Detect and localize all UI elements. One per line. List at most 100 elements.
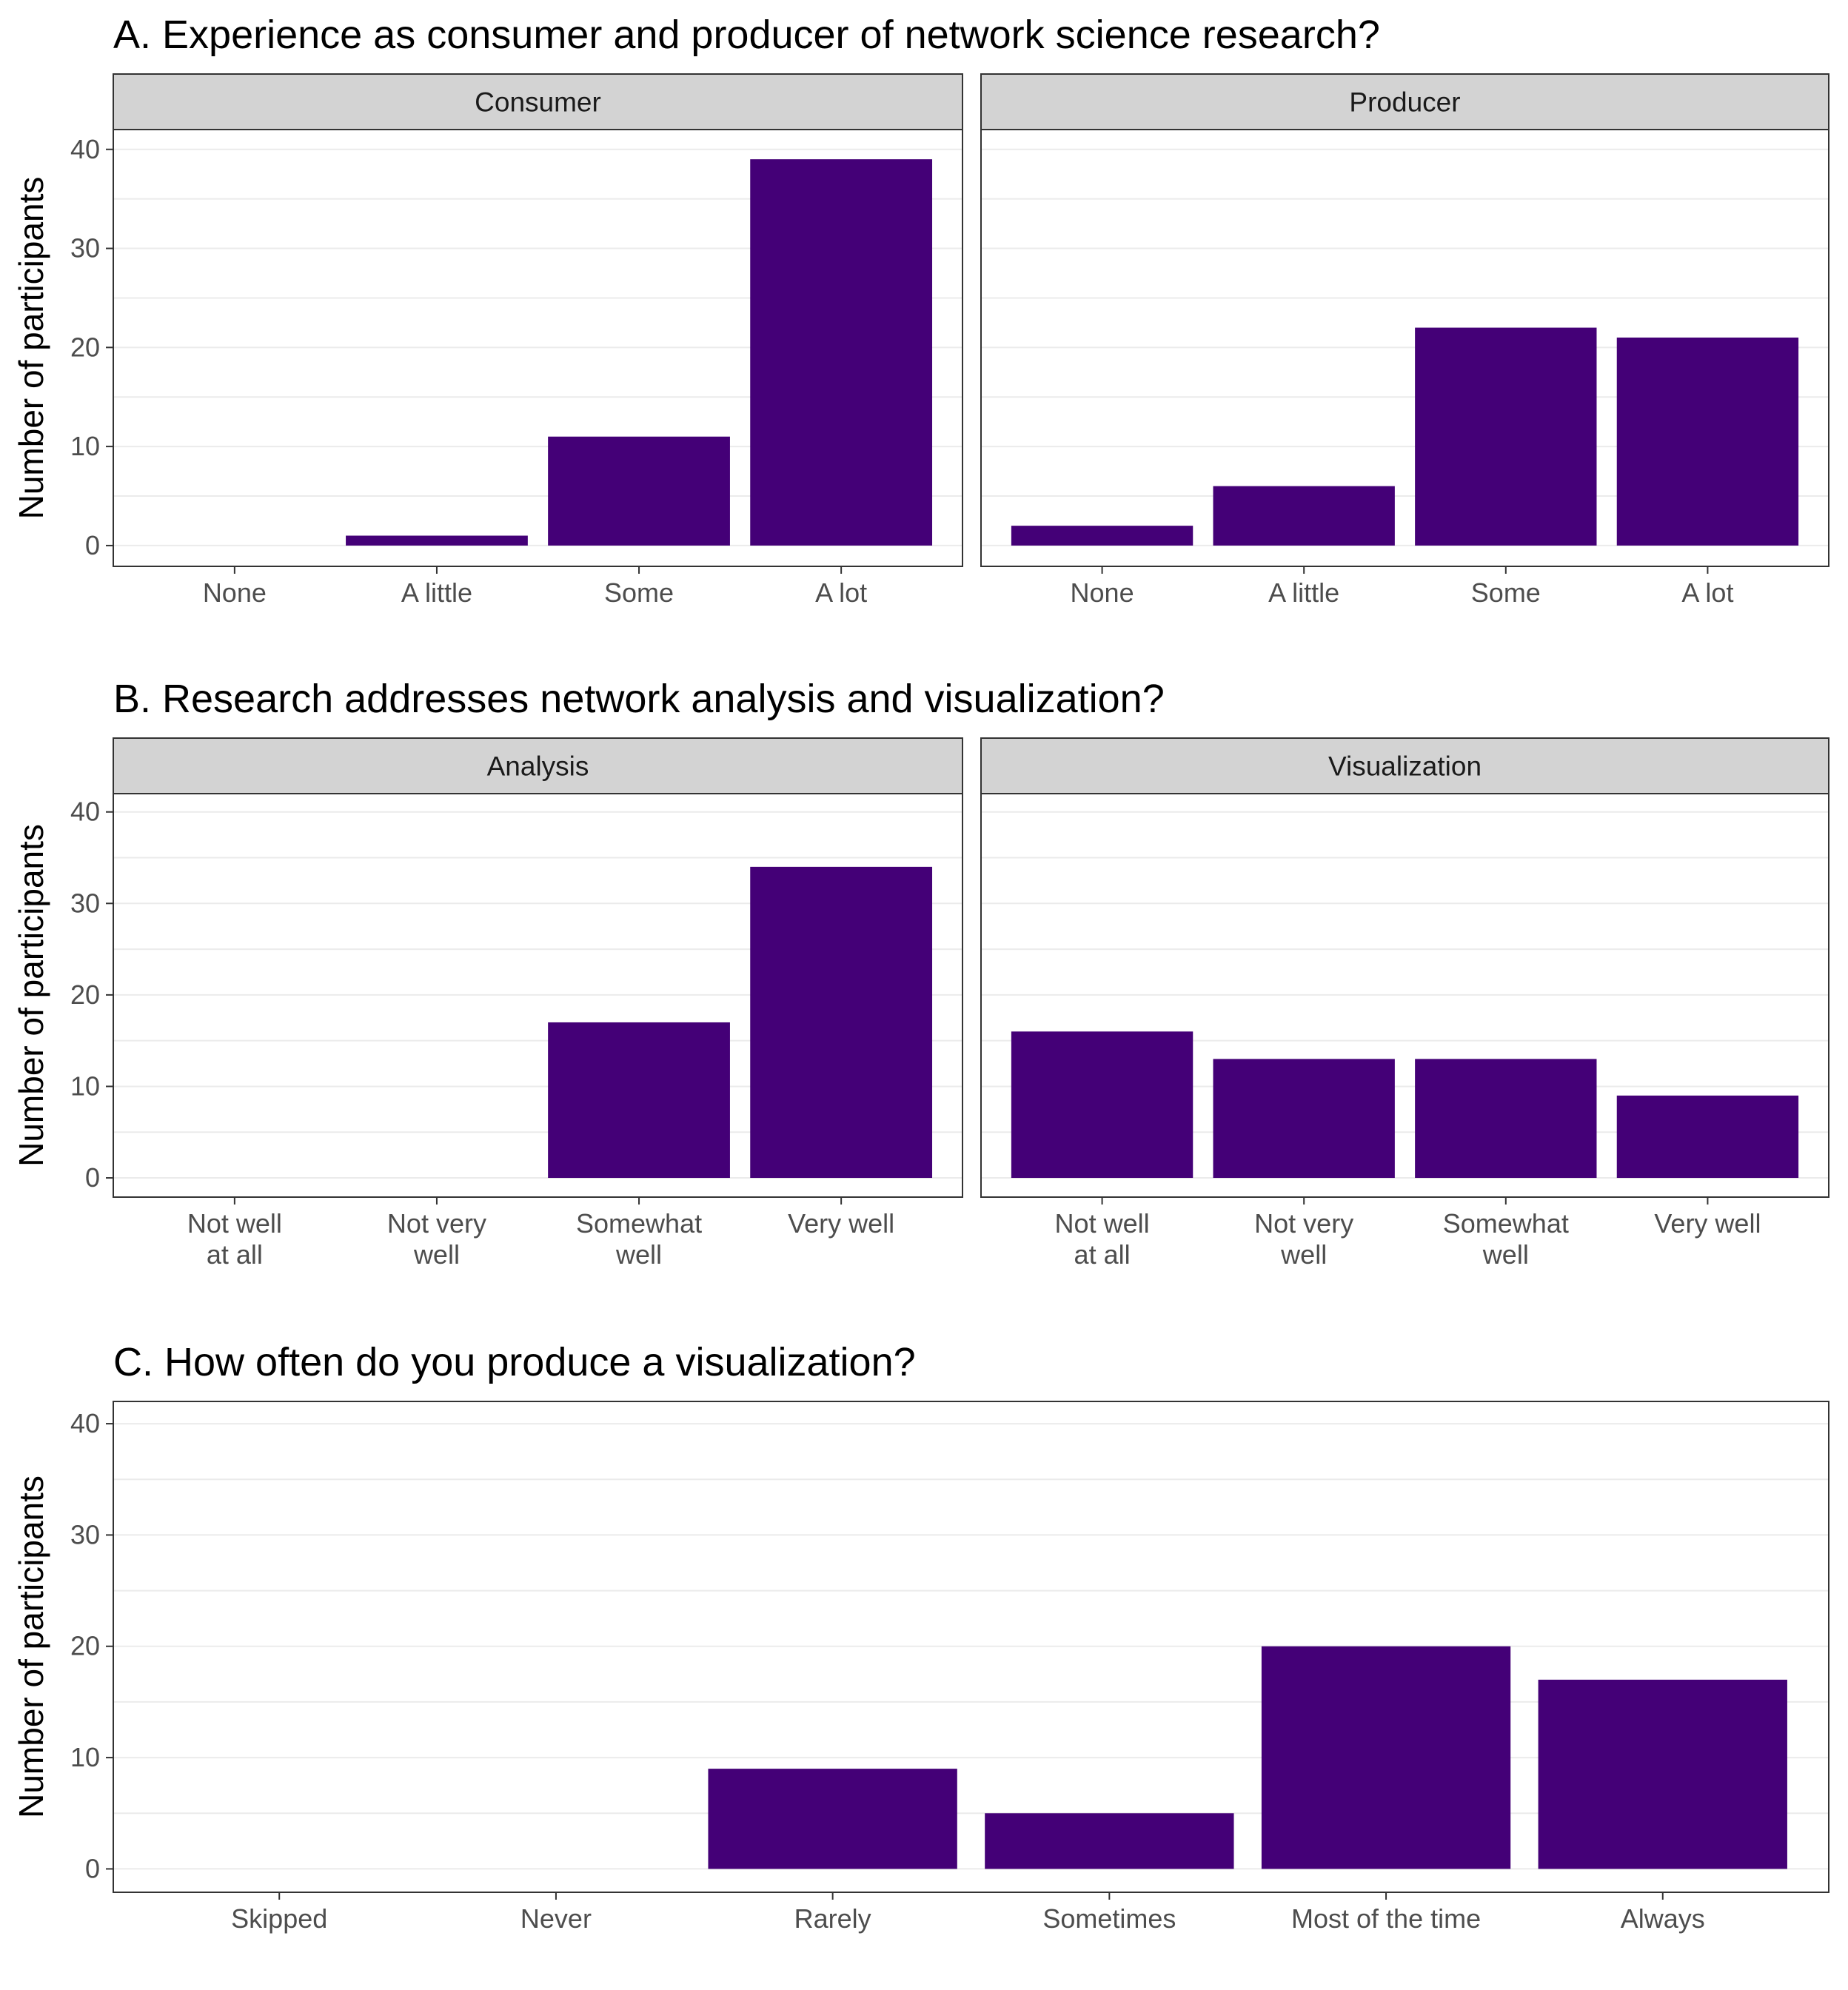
facet-panel-producer: Producer None A little Some A lot (980, 73, 1829, 608)
y-tick-label: 30 (70, 1519, 100, 1550)
bar-a-lot (1616, 337, 1799, 546)
x-tick-label: A little (1268, 577, 1339, 608)
y-axis-label: Number of participants (12, 824, 50, 1167)
x-tick-label: Some (1471, 577, 1541, 608)
x-tick-label-line: Never (520, 1903, 592, 1934)
bar-somewhat-well (1415, 1059, 1597, 1179)
bar-very-well (1616, 1095, 1799, 1179)
x-tick-label-line: Very well (1654, 1208, 1761, 1239)
y-axis-label: Number of participants (12, 1475, 50, 1818)
bar-not-well-at-all (1011, 1031, 1194, 1179)
x-tick-label-line: Somewhat (576, 1208, 702, 1239)
x-tick-label-line: Not very (1254, 1208, 1353, 1239)
x-tick-label: Sometimes (1042, 1903, 1176, 1934)
x-tick-label-line: Somewhat (1443, 1208, 1569, 1239)
chart-title: B. Research addresses network analysis a… (113, 677, 1165, 721)
x-tick-label: Not very well (387, 1208, 486, 1270)
y-tick-label: 40 (70, 1408, 100, 1438)
x-tick-label: Skipped (231, 1903, 327, 1934)
panel-border (980, 129, 1829, 567)
bar-most-of-the-time (1261, 1646, 1511, 1869)
y-tick-label: 20 (70, 1631, 100, 1661)
x-tick-label: Somewhat well (1443, 1208, 1569, 1270)
x-tick-label: Never (520, 1903, 592, 1934)
bar-somewhat-well (548, 1022, 730, 1179)
bar-not-very-well (1213, 1059, 1395, 1179)
x-tick-label-line: A little (1268, 577, 1339, 608)
y-axis-label: Number of participants (12, 177, 50, 520)
bar-rarely (708, 1769, 957, 1869)
chart-title: A. Experience as consumer and producer o… (113, 13, 1380, 57)
bar-a-little (1213, 486, 1395, 546)
x-tick-label: None (203, 577, 267, 608)
bar-sometimes (985, 1813, 1234, 1869)
x-tick-label-line: well (413, 1239, 460, 1270)
x-tick-label-line: None (203, 577, 267, 608)
chart-0: A. Experience as consumer and producer o… (12, 13, 1829, 608)
y-tick-label: 40 (70, 797, 100, 827)
y-tick-label: 20 (70, 332, 100, 362)
x-tick-label: A lot (1681, 577, 1733, 608)
y-tick-label: 30 (70, 233, 100, 264)
bar-very-well (750, 866, 933, 1179)
y-tick-label: 10 (70, 431, 100, 461)
x-tick-label-line: Very well (788, 1208, 894, 1239)
x-tick-label-line: Always (1621, 1903, 1705, 1934)
x-tick-label-line: Most of the time (1291, 1903, 1481, 1934)
x-tick-label: Not well at all (187, 1208, 282, 1270)
x-tick-label-line: A little (401, 577, 472, 608)
x-tick-label: None (1071, 577, 1134, 608)
x-tick-label-line: Sometimes (1042, 1903, 1176, 1934)
chart-1: B. Research addresses network analysis a… (12, 677, 1829, 1270)
x-tick-label: Not well at all (1055, 1208, 1150, 1270)
x-tick-label: Very well (1654, 1208, 1761, 1239)
x-tick-label-line: None (1071, 577, 1134, 608)
x-tick-label-line: Some (1471, 577, 1541, 608)
y-tick-label: 0 (85, 530, 100, 560)
x-tick-label-line: Skipped (231, 1903, 327, 1934)
x-tick-label: A lot (815, 577, 867, 608)
bar-none (1011, 526, 1194, 546)
chart-title: C. How often do you produce a visualizat… (113, 1340, 916, 1384)
bar-a-lot (750, 159, 933, 546)
y-tick-label: 40 (70, 134, 100, 164)
x-tick-label: Some (604, 577, 674, 608)
x-tick-label-line: Not well (187, 1208, 282, 1239)
x-tick-label: Somewhat well (576, 1208, 702, 1270)
x-tick-label: A little (401, 577, 472, 608)
x-tick-label-line: A lot (1681, 577, 1733, 608)
x-tick-label: Not very well (1254, 1208, 1353, 1270)
x-tick-label-line: Not well (1055, 1208, 1150, 1239)
x-tick-label-line: at all (1074, 1239, 1131, 1270)
bar-some (1415, 327, 1597, 546)
chart-2: C. How often do you produce a visualizat… (12, 1340, 1829, 1934)
x-tick-label-line: well (1482, 1239, 1529, 1270)
facet-strip-label: Consumer (475, 87, 601, 118)
y-tick-label: 0 (85, 1162, 100, 1193)
bar-a-little (346, 535, 528, 546)
facet-strip-label: Visualization (1328, 751, 1482, 782)
x-tick-label-line: well (615, 1239, 662, 1270)
x-tick-label-line: Some (604, 577, 674, 608)
x-tick-label-line: A lot (815, 577, 867, 608)
facet-strip (113, 73, 963, 130)
x-tick-label-line: well (1280, 1239, 1327, 1270)
panel-border (980, 793, 1829, 1198)
facet-strip (980, 73, 1829, 130)
y-tick-label: 20 (70, 979, 100, 1010)
facet-panel-main: 0 10 20 30 40 Skipped Never Rarely Sometimes Most… (70, 1401, 1829, 1934)
facet-panel-consumer: Consumer 0 10 20 30 40 None A little Some A lot (70, 73, 963, 608)
x-tick-label: Rarely (794, 1903, 871, 1934)
y-tick-label: 0 (85, 1853, 100, 1883)
x-tick-label-line: Not very (387, 1208, 486, 1239)
x-tick-label-line: Rarely (794, 1903, 871, 1934)
y-tick-label: 30 (70, 888, 100, 918)
facet-strip-label: Producer (1349, 87, 1460, 118)
x-tick-label: Very well (788, 1208, 894, 1239)
x-tick-label: Most of the time (1291, 1903, 1481, 1934)
y-tick-label: 10 (70, 1071, 100, 1101)
x-tick-label: Always (1621, 1903, 1705, 1934)
